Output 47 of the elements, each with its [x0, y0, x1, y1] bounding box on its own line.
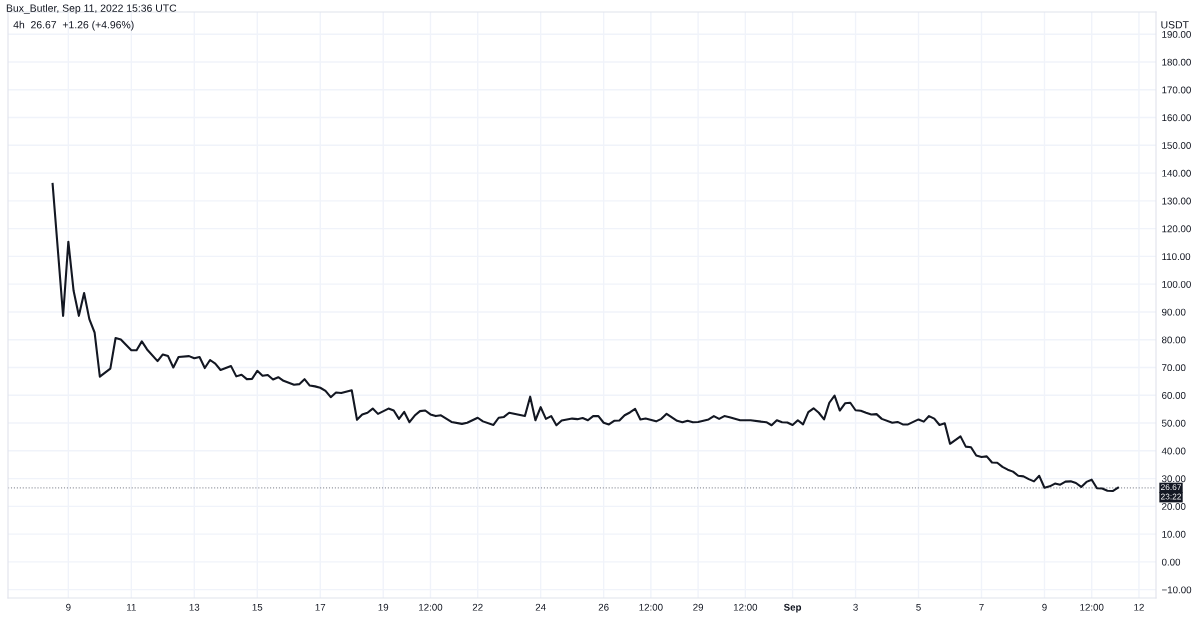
y-tick-label: 100.00: [1162, 280, 1191, 288]
x-tick-label: 19: [378, 603, 389, 611]
y-tick-label: 170.00: [1162, 86, 1191, 94]
y-tick-label: 20.00: [1162, 503, 1186, 510]
text: 23:22: [1161, 493, 1182, 500]
x-tick-label: 12:00: [419, 603, 443, 611]
y-tick-label: −10.00: [1162, 586, 1192, 594]
x-tick-label: 12:00: [733, 603, 758, 611]
y-tick-label: 30.00: [1161, 475, 1186, 483]
y-tick-label: 140.00: [1162, 169, 1191, 177]
x-tick-label: 17: [315, 603, 326, 611]
ref-line-label: 26.67: [1161, 484, 1182, 491]
y-tick-label: 150.00: [1162, 142, 1191, 149]
y-tick-label: 110.00: [1162, 253, 1191, 261]
x-tick-label: 9: [66, 603, 71, 611]
x-tick-label: 7: [979, 603, 984, 611]
y-tick-label: 180.00: [1162, 58, 1191, 66]
y-tick-label: 160.00: [1162, 114, 1191, 122]
x-tick-label: 24: [535, 603, 546, 611]
text: 4h 26.67 +1.26 (+4.96%): [13, 20, 134, 31]
x-tick-label: 3: [853, 603, 858, 611]
y-tick-label: 80.00: [1161, 336, 1186, 344]
y-tick-label: 50.00: [1161, 419, 1186, 427]
x-tick-label: 12:00: [639, 603, 663, 611]
y-tick-label: 60.00: [1162, 391, 1186, 399]
y-tick-label: 10.00: [1162, 530, 1186, 538]
x-tick-label: 15: [252, 603, 263, 611]
x-tick-label: 22: [472, 603, 483, 611]
line-series: [51, 182, 1119, 493]
x-tick-label: 12:00: [1080, 603, 1104, 611]
x-tick-label: 26: [598, 603, 609, 611]
y-tick-label: 120.00: [1162, 225, 1191, 233]
y-tick-label: 90.00: [1162, 308, 1186, 316]
y-tick-label: 70.00: [1162, 364, 1186, 372]
x-tick-label: 9: [1042, 603, 1047, 611]
y-tick-label: 130.00: [1162, 197, 1191, 205]
y-tick-label: 190.00: [1162, 30, 1191, 38]
x-tick-label: 13: [189, 603, 200, 611]
x-tick-label: 29: [693, 603, 704, 611]
x-tick-label: 11: [127, 603, 136, 611]
x-tick-label: 5: [916, 603, 921, 611]
x-tick-label: Sep: [783, 603, 802, 613]
x-tick-label: 12: [1134, 603, 1144, 611]
y-axis-title: USDT: [1161, 21, 1189, 29]
y-tick-label: 0.00: [1161, 558, 1181, 566]
annotation: Bux_Butler, Sep 11, 2022 15:36 UTC: [6, 4, 177, 14]
y-tick-label: 40.00: [1161, 447, 1186, 455]
